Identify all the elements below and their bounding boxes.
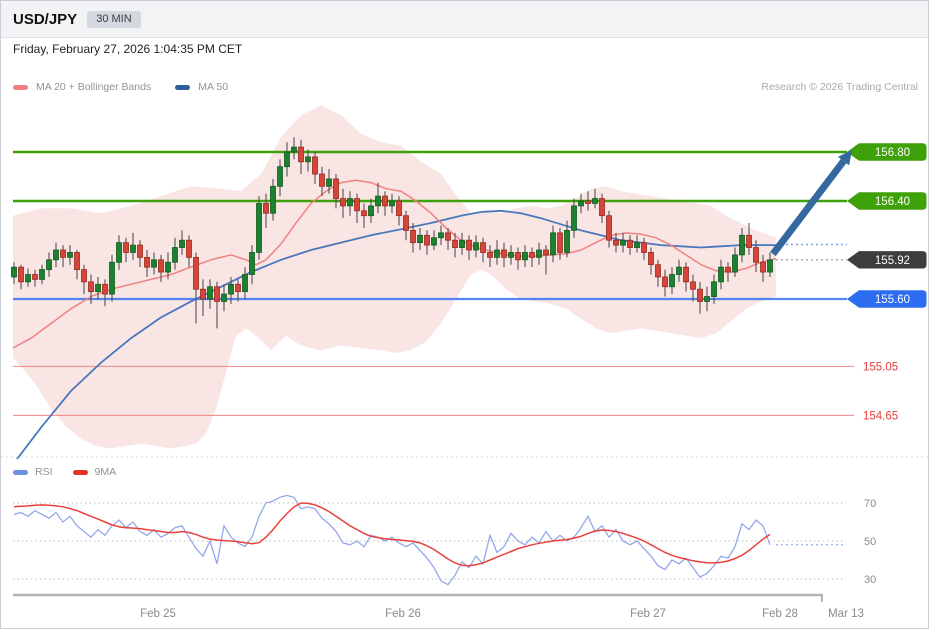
ma20-line (12, 179, 777, 349)
rsi-legend: RSI 9MA (13, 466, 116, 478)
svg-text:156.40: 156.40 (875, 196, 910, 208)
rsi-legend-icon (13, 469, 28, 475)
rsi-9ma-line (13, 502, 771, 567)
rsi-line (13, 494, 771, 586)
rsi-9ma-legend-icon (72, 469, 88, 475)
rsi-9ma-legend-label: 9MA (94, 466, 117, 478)
rsi-level-text-30: 30 (864, 574, 876, 586)
x-tick-feb-26: Feb 26 (385, 608, 421, 620)
header-bar: USD/JPY 30 MIN (1, 1, 928, 38)
rsi-legend-label: RSI (35, 466, 53, 478)
symbol-title: USD/JPY (13, 10, 78, 28)
main-chart-legend: MA 20 + Bollinger Bands MA 50 (13, 81, 228, 93)
svg-text:155.60: 155.60 (875, 294, 910, 306)
price-level-label: 156.80 (847, 143, 927, 161)
timeframe-badge[interactable]: 30 MIN (87, 10, 141, 28)
price-level-label: 155.60 (847, 290, 927, 308)
x-tick-feb-28: Feb 28 (762, 608, 798, 620)
level-text-155.05: 155.05 (863, 361, 898, 373)
svg-text:156.80: 156.80 (875, 147, 910, 159)
svg-text:155.92: 155.92 (875, 255, 910, 267)
datetime-label: Friday, February 27, 2026 1:04:35 PM CET (13, 42, 243, 56)
price-level-label: 155.92 (847, 251, 927, 269)
trend-arrow-up (770, 150, 852, 257)
ma50-legend-label: MA 50 (198, 81, 229, 93)
ma20-bollinger-legend-icon (13, 84, 28, 90)
x-tick-feb-27: Feb 27 (630, 608, 666, 620)
ma20-bollinger-legend-label: MA 20 + Bollinger Bands (36, 81, 152, 93)
ma50-legend-icon (175, 84, 191, 90)
x-tick-feb-25: Feb 25 (140, 608, 176, 620)
price-level-label: 156.40 (847, 192, 927, 210)
candles (11, 137, 773, 329)
level-text-154.65: 154.65 (863, 410, 898, 422)
rsi-level-text-50: 50 (864, 536, 876, 548)
research-credit: Research © 2026 Trading Central (761, 81, 918, 93)
rsi-level-text-70: 70 (864, 498, 876, 510)
bollinger-band-area (13, 105, 776, 449)
x-tick-mar-13: Mar 13 (828, 608, 864, 620)
ma50-line (15, 209, 776, 459)
